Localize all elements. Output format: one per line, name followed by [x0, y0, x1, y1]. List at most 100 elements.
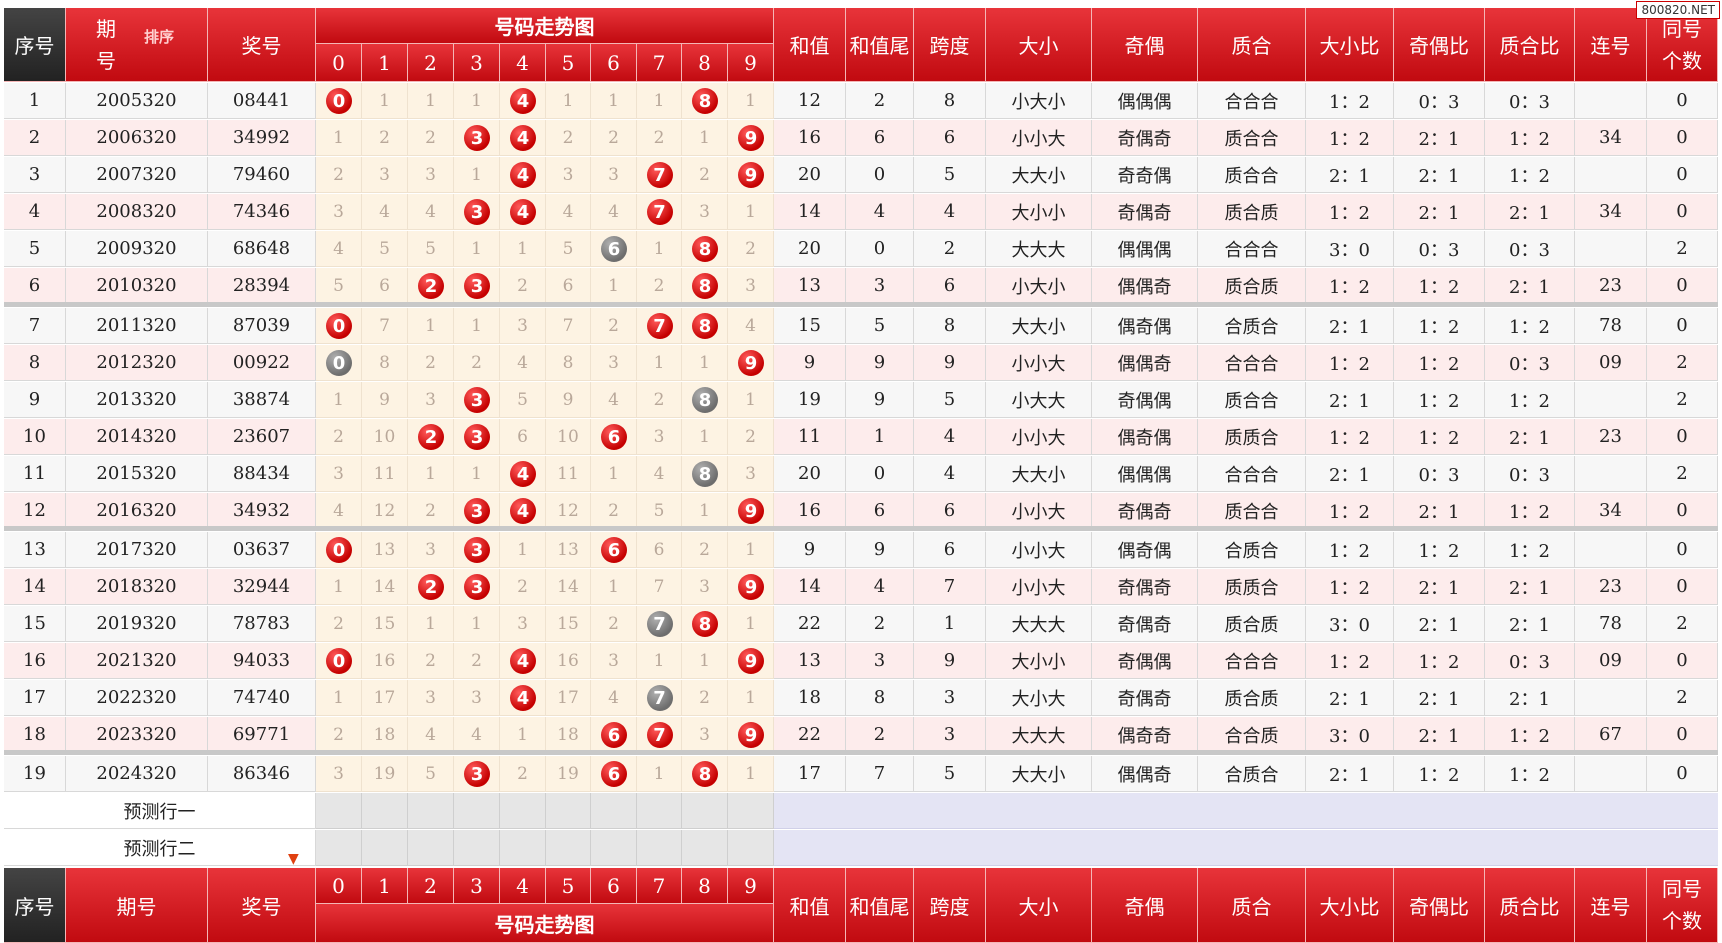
row-size: 大小小 [986, 194, 1092, 230]
miss-cell-5: 1 [546, 83, 591, 119]
winning-digit-ball: 3 [464, 125, 490, 151]
predict-cell[interactable] [637, 793, 682, 829]
predict-cell[interactable] [454, 830, 500, 866]
row-consecutive: 23 [1575, 268, 1647, 304]
table-row [4, 569, 1718, 605]
footer-digit-6: 6 [591, 868, 637, 904]
predict-cell[interactable] [728, 793, 774, 829]
winning-digit-ball: 6 [601, 761, 627, 787]
footer-parity-ratio: 奇偶比 [1394, 868, 1485, 943]
predict-cell[interactable] [408, 830, 454, 866]
row-consecutive: 23 [1575, 569, 1647, 605]
miss-cell-6: 2 [591, 493, 637, 529]
row-size-ratio: 1：2 [1306, 120, 1394, 156]
predict-cell[interactable] [316, 830, 362, 866]
row-sum: 22 [774, 606, 846, 642]
row-consecutive: 09 [1575, 643, 1647, 679]
row-size: 大大小 [986, 308, 1092, 344]
miss-cell-9: 1 [728, 83, 774, 119]
row-period: 2012320 [66, 345, 208, 381]
predict-cell[interactable] [362, 793, 408, 829]
predict-cell[interactable] [728, 830, 774, 866]
predict-cell[interactable] [546, 793, 591, 829]
row-prize: 38874 [208, 382, 316, 418]
predict-cell[interactable] [591, 830, 637, 866]
row-consecutive [1575, 532, 1647, 568]
footer-same-count: 同号 个数 [1647, 868, 1718, 943]
winning-digit-ball: 8 [692, 611, 718, 637]
row-size-ratio: 1：2 [1306, 569, 1394, 605]
predict-cell[interactable] [546, 830, 591, 866]
miss-cell-0: 5 [316, 268, 362, 304]
miss-cell-4: 2 [500, 756, 546, 792]
row-prime: 质质合 [1198, 569, 1306, 605]
row-prime: 质合质 [1198, 680, 1306, 716]
miss-cell-6: 2 [591, 308, 637, 344]
predict-cell[interactable] [362, 830, 408, 866]
row-same-count: 0 [1647, 194, 1718, 230]
row-sum-tail: 6 [846, 493, 914, 529]
predict-cell[interactable] [316, 793, 362, 829]
predict-stats-area [774, 793, 1718, 829]
miss-cell-8: 1 [682, 643, 728, 679]
row-parity-ratio: 2：1 [1394, 606, 1485, 642]
header-parity: 奇偶 [1092, 8, 1198, 82]
miss-cell-2: 3 [408, 680, 454, 716]
row-prime-ratio: 1：2 [1485, 717, 1575, 753]
footer-digit-1: 1 [362, 868, 408, 904]
row-parity-ratio: 2：1 [1394, 120, 1485, 156]
header-prime-ratio: 质合比 [1485, 8, 1575, 82]
miss-cell-3: 1 [454, 606, 500, 642]
footer-prime-ratio: 质合比 [1485, 868, 1575, 943]
miss-cell-5: 2 [546, 120, 591, 156]
miss-cell-6: 1 [591, 569, 637, 605]
predict-cell[interactable] [591, 793, 637, 829]
predict-stats-area [774, 830, 1718, 866]
row-prime: 合合合 [1198, 345, 1306, 381]
row-parity-ratio: 2：1 [1394, 717, 1485, 753]
row-prize: 23607 [208, 419, 316, 455]
row-size: 小大大 [986, 382, 1092, 418]
row-size-ratio: 1：2 [1306, 194, 1394, 230]
header-period-line1: 期 [96, 16, 116, 41]
row-size-ratio: 2：1 [1306, 680, 1394, 716]
row-same-count: 0 [1647, 268, 1718, 304]
predict-cell[interactable] [454, 793, 500, 829]
row-prime-ratio: 1：2 [1485, 308, 1575, 344]
miss-cell-2: 1 [408, 456, 454, 492]
winning-digit-ball: 3 [464, 537, 490, 563]
header-size: 大小 [986, 8, 1092, 82]
expand-arrow-icon[interactable]: ▼ [288, 851, 299, 867]
predict-cell[interactable] [637, 830, 682, 866]
miss-cell-3: 2 [454, 345, 500, 381]
row-prime-ratio: 1：2 [1485, 382, 1575, 418]
miss-cell-6: 4 [591, 382, 637, 418]
row-size: 小小大 [986, 419, 1092, 455]
predict-cell[interactable] [408, 793, 454, 829]
miss-cell-9: 2 [728, 231, 774, 267]
winning-digit-ball: 8 [692, 236, 718, 262]
predict-cell[interactable] [500, 830, 546, 866]
row-same-count: 0 [1647, 419, 1718, 455]
row-span: 4 [914, 419, 986, 455]
predict-cell[interactable] [682, 830, 728, 866]
row-parity: 偶偶偶 [1092, 83, 1198, 119]
footer-digit-8: 8 [682, 868, 728, 904]
predict-cell[interactable] [500, 793, 546, 829]
row-same-count: 0 [1647, 308, 1718, 344]
miss-cell-4: 2 [500, 268, 546, 304]
miss-cell-5: 9 [546, 382, 591, 418]
miss-cell-1: 12 [362, 493, 408, 529]
miss-cell-9: 1 [728, 606, 774, 642]
row-serial: 9 [4, 382, 66, 418]
table-row [4, 382, 1718, 418]
predict-cell[interactable] [682, 793, 728, 829]
footer-serial: 序号 [4, 868, 66, 943]
row-sum-tail: 4 [846, 569, 914, 605]
miss-cell-5: 4 [546, 194, 591, 230]
miss-cell-8: 1 [682, 493, 728, 529]
sort-toggle[interactable]: 排序 [144, 28, 175, 46]
miss-cell-6: 1 [591, 83, 637, 119]
miss-cell-0: 4 [316, 231, 362, 267]
